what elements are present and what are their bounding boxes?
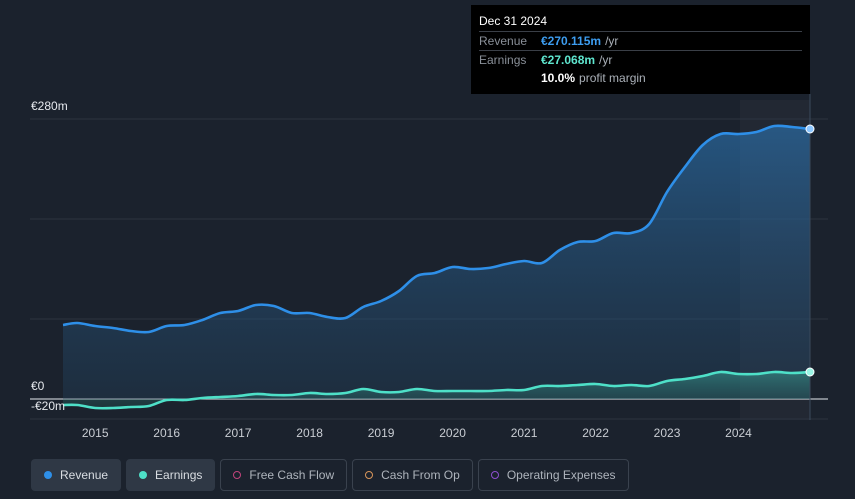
legend-free-cash-flow-label: Free Cash Flow <box>249 468 335 482</box>
y-tick-label: -€20m <box>31 399 65 413</box>
legend-earnings-button[interactable]: Earnings <box>126 459 216 491</box>
legend-operating-expenses-label: Operating Expenses <box>506 468 616 482</box>
tooltip-margin-row: 10.0% profit margin <box>479 69 802 87</box>
x-tick-label: 2020 <box>439 426 466 440</box>
x-tick-label: 2016 <box>153 426 180 440</box>
revenue-dot-icon <box>44 471 52 479</box>
y-tick-label: €280m <box>31 99 68 113</box>
x-axis-labels: 2015 2016 2017 2018 2019 2020 2021 2022 2023 2024 <box>82 426 752 440</box>
tooltip-earnings-value: €27.068m <box>541 53 596 67</box>
legend-revenue-button[interactable]: Revenue <box>31 459 122 491</box>
earnings-line <box>62 370 811 410</box>
legend-revenue-label: Revenue <box>60 468 109 482</box>
tooltip-revenue-label: Revenue <box>479 34 528 48</box>
x-tick-label: 2015 <box>82 426 109 440</box>
earnings-dot-icon <box>139 471 148 479</box>
series-end-markers <box>805 124 815 377</box>
revenue-line <box>62 124 811 334</box>
earnings-revenue-chart: €280m €0 -€20m 2015 2016 2017 2018 2019 2020 202… <box>30 94 828 440</box>
legend-free-cash-flow-button[interactable]: Free Cash Flow <box>220 459 348 491</box>
legend-cash-from-op-button[interactable]: Cash From Op <box>352 459 473 491</box>
tooltip-revenue-unit: /yr <box>605 34 619 48</box>
x-tick-label: 2017 <box>225 426 252 440</box>
tooltip-earnings-unit: /yr <box>599 53 613 67</box>
tooltip-earnings-label: Earnings <box>479 53 527 67</box>
tooltip-date: Dec 31 2024 <box>479 14 548 28</box>
tooltip-margin-value: 10.0% <box>541 71 576 85</box>
x-tick-label: 2022 <box>582 426 609 440</box>
tooltip-revenue-row: Revenue €270.115m /yr <box>479 31 802 50</box>
y-tick-label: €0 <box>31 379 45 393</box>
earnings-end-marker <box>805 367 815 377</box>
x-tick-label: 2024 <box>725 426 752 440</box>
x-tick-label: 2023 <box>654 426 681 440</box>
x-tick-label: 2019 <box>368 426 395 440</box>
tooltip: Dec 31 2024 Revenue €270.115m /yr Earnin… <box>471 5 810 94</box>
y-axis-labels: €280m €0 -€20m <box>31 99 68 413</box>
free-cash-flow-dot-icon <box>233 471 242 479</box>
legend-cash-from-op-label: Cash From Op <box>381 468 460 482</box>
series-areas <box>62 124 811 410</box>
legend-operating-expenses-button[interactable]: Operating Expenses <box>477 459 629 491</box>
chart-legend: Revenue Earnings Free Cash Flow Cash Fro… <box>31 459 629 491</box>
tooltip-earnings-row: Earnings €27.068m /yr <box>479 50 802 69</box>
revenue-end-marker <box>805 124 815 134</box>
revenue-area <box>63 125 810 399</box>
operating-expenses-dot-icon <box>490 471 499 479</box>
legend-earnings-label: Earnings <box>155 468 203 482</box>
tooltip-margin-label: profit margin <box>579 71 646 85</box>
x-tick-label: 2018 <box>296 426 323 440</box>
tooltip-revenue-value: €270.115m <box>541 34 602 48</box>
earnings-area <box>63 371 810 409</box>
x-tick-label: 2021 <box>511 426 538 440</box>
cash-from-op-dot-icon <box>365 471 374 479</box>
